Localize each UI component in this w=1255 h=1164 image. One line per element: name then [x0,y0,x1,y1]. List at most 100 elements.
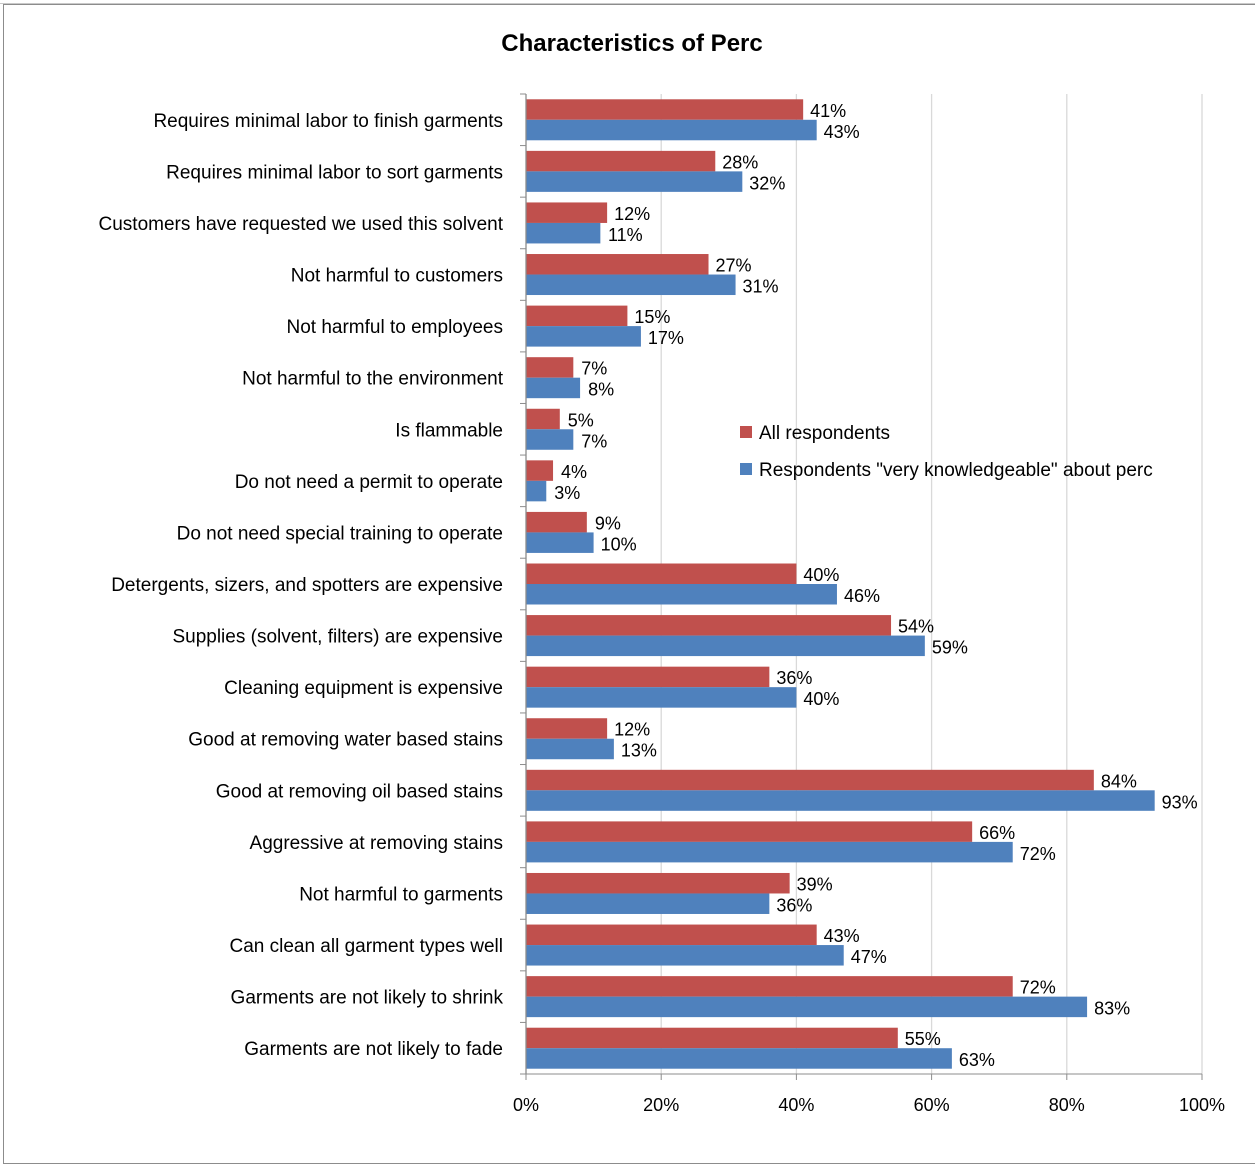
data-label: 3% [554,483,580,503]
data-label: 13% [621,741,657,761]
bar-all-respondents [526,976,1013,997]
data-label: 93% [1162,792,1198,812]
data-label: 39% [797,874,833,894]
data-label: 27% [716,256,752,276]
category-label: Not harmful to employees [287,317,504,338]
bar-very-knowledgeable [526,326,641,347]
category-label: Can clean all garment types well [229,936,503,957]
x-tick-label: 60% [914,1095,950,1115]
category-label: Not harmful to customers [291,266,503,287]
category-label: Good at removing oil based stains [216,781,503,802]
data-label: 40% [803,565,839,585]
bar-all-respondents [526,254,709,275]
bar-all-respondents [526,1027,898,1049]
bar-very-knowledgeable [526,584,837,605]
category-label: Garments are not likely to fade [244,1039,503,1060]
legend-swatch [740,426,752,438]
legend-swatch [740,463,752,475]
value-labels: 41%43%28%32%12%11%27%31%15%17%7%8%5%7%4%… [554,101,1197,1070]
bar-all-respondents [526,563,797,584]
data-label: 55% [905,1029,941,1049]
data-label: 84% [1101,771,1137,791]
data-label: 31% [743,277,779,297]
bar-all-respondents [526,872,790,894]
bar-very-knowledgeable [526,841,1013,863]
data-label: 43% [824,122,860,142]
bar-very-knowledgeable [526,1048,952,1069]
bar-all-respondents [526,511,587,533]
category-label: Do not need a permit to operate [235,472,503,493]
data-label: 32% [749,173,785,193]
bar-all-respondents [526,357,574,378]
data-label: 36% [776,895,812,915]
x-tick-label: 40% [778,1095,814,1115]
bar-all-respondents [526,769,1094,791]
top-cut-line [0,0,1255,4]
data-label: 54% [898,617,934,637]
category-label: Customers have requested we used this so… [99,214,504,235]
bar-very-knowledgeable [526,480,547,502]
data-label: 28% [722,152,758,172]
bar-all-respondents [526,666,770,688]
x-tick-label: 80% [1049,1095,1085,1115]
data-label: 9% [595,513,621,533]
legend-entry: All respondents [759,423,890,444]
data-label: 72% [1020,844,1056,864]
data-label: 36% [776,668,812,688]
data-label: 59% [932,638,968,658]
category-label: Not harmful to the environment [242,369,504,390]
bar-very-knowledgeable [526,171,743,192]
data-label: 5% [568,410,594,430]
bar-very-knowledgeable [526,738,614,760]
data-label: 40% [803,689,839,709]
bar-all-respondents [526,150,716,172]
bar-very-knowledgeable [526,532,594,553]
data-label: 7% [581,359,607,379]
data-label: 15% [634,307,670,327]
category-label: Requires minimal labor to finish garment… [153,111,503,132]
category-label: Supplies (solvent, filters) are expensiv… [172,627,503,648]
data-label: 7% [581,431,607,451]
data-label: 66% [979,823,1015,843]
legend: All respondents Respondents "very knowled… [740,423,1153,481]
chart-title: Characteristics of Perc [501,30,762,57]
category-label: Do not need special training to operate [177,523,503,544]
data-label: 12% [614,204,650,224]
category-label: Good at removing water based stains [188,730,503,751]
data-label: 41% [810,101,846,121]
bar-very-knowledgeable [526,222,601,244]
data-label: 63% [959,1050,995,1070]
bar-all-respondents [526,99,804,120]
bar-very-knowledgeable [526,996,1088,1018]
bars [526,99,1155,1069]
category-label: Garments are not likely to shrink [231,988,504,1009]
bar-very-knowledgeable [526,790,1155,811]
bar-very-knowledgeable [526,119,817,141]
data-label: 72% [1020,978,1056,998]
data-label: 83% [1094,999,1130,1019]
bar-all-respondents [526,718,608,739]
bar-all-respondents [526,305,628,327]
data-label: 46% [844,586,880,606]
bar-all-respondents [526,821,973,842]
x-tick-label: 100% [1179,1095,1225,1115]
axes [520,93,1203,1080]
x-tick-label: 20% [643,1095,679,1115]
data-label: 47% [851,947,887,967]
data-label: 8% [588,380,614,400]
bar-all-respondents [526,408,560,430]
category-labels: Requires minimal labor to finish garment… [99,111,504,1060]
data-label: 43% [824,926,860,946]
data-label: 12% [614,720,650,740]
category-label: Aggressive at removing stains [250,833,503,854]
bar-very-knowledgeable [526,635,925,657]
bar-all-respondents [526,460,554,481]
bar-very-knowledgeable [526,687,797,708]
bar-all-respondents [526,924,817,946]
category-label: Cleaning equipment is expensive [224,678,503,699]
category-label: Detergents, sizers, and spotters are exp… [111,575,503,596]
bar-very-knowledgeable [526,893,770,914]
x-tick-labels: 0% 20% 40% 60% 80% 100% [513,1095,1225,1115]
legend-entry: Respondents "very knowledgeable" about p… [759,460,1153,481]
data-label: 11% [608,225,643,245]
